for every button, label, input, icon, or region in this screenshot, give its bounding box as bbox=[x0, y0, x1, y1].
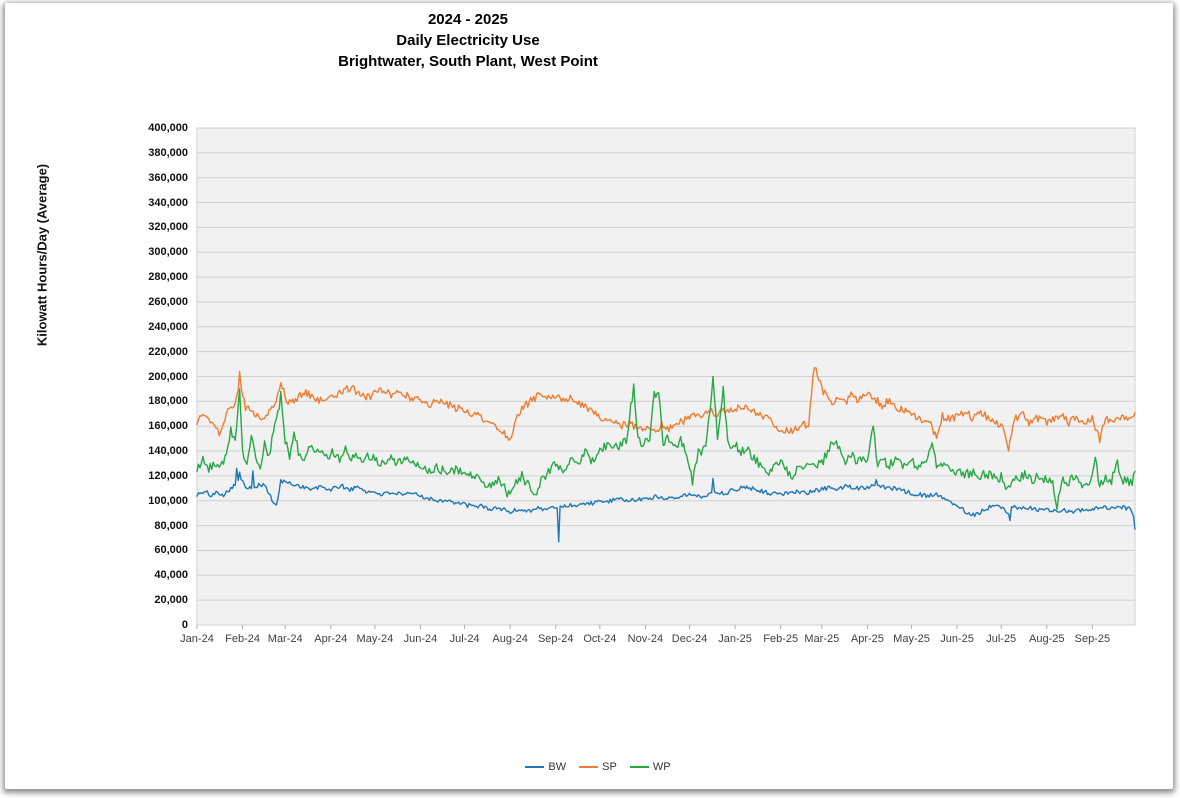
legend-item-bw: BW bbox=[525, 761, 566, 773]
y-tick-label: 340,000 bbox=[148, 196, 188, 209]
title-line-2: Daily Electricity Use bbox=[396, 32, 540, 49]
chart-title: 2024 - 2025 Daily Electricity Use Bright… bbox=[0, 9, 936, 72]
x-tick-label: Feb-25 bbox=[763, 633, 799, 645]
legend-swatch-wp bbox=[629, 766, 649, 768]
legend-swatch-bw bbox=[525, 766, 545, 768]
x-tick-label: Jan-24 bbox=[180, 633, 214, 645]
x-tick-label: Mar-25 bbox=[804, 633, 840, 645]
y-tick-label: 180,000 bbox=[148, 395, 188, 408]
legend-label: BW bbox=[548, 761, 567, 773]
y-tick-label: 300,000 bbox=[148, 246, 188, 259]
y-tick-label: 220,000 bbox=[148, 345, 188, 358]
x-tick-label: Jan-25 bbox=[718, 633, 752, 645]
x-tick-label: Mar-24 bbox=[267, 633, 303, 645]
y-tick-label: 80,000 bbox=[154, 519, 188, 532]
series-line-wp bbox=[196, 375, 1136, 511]
legend-label: SP bbox=[602, 761, 617, 773]
x-tick-label: Jul-25 bbox=[986, 633, 1017, 645]
y-tick-label: 60,000 bbox=[154, 544, 188, 557]
x-tick-label: Sep-25 bbox=[1074, 633, 1111, 645]
y-tick-label: 360,000 bbox=[148, 171, 188, 184]
legend: BW SP WP bbox=[0, 761, 1180, 773]
x-tick-label: May-24 bbox=[356, 633, 394, 645]
x-tick-label: Apr-24 bbox=[314, 633, 348, 645]
x-tick-label: Nov-24 bbox=[627, 633, 664, 645]
y-tick-label: 160,000 bbox=[148, 420, 188, 433]
y-tick-label: 240,000 bbox=[148, 320, 188, 333]
x-tick-label: Sep-24 bbox=[537, 633, 574, 645]
x-tick-label: Jun-25 bbox=[940, 633, 974, 645]
series-line-sp bbox=[196, 367, 1136, 452]
y-tick-label: 100,000 bbox=[148, 494, 188, 507]
x-tick-label: Aug-25 bbox=[1029, 633, 1065, 645]
legend-item-wp: WP bbox=[629, 761, 671, 773]
x-tick-label: Feb-24 bbox=[225, 633, 260, 645]
y-tick-label: 260,000 bbox=[148, 295, 188, 308]
x-tick-label: Apr-25 bbox=[850, 633, 884, 645]
y-tick-label: 320,000 bbox=[148, 221, 188, 234]
plot-border bbox=[196, 127, 1136, 626]
title-line-3: Brightwater, South Plant, West Point bbox=[338, 53, 598, 70]
y-tick-label: 280,000 bbox=[148, 271, 188, 284]
x-tick-label: Oct-24 bbox=[583, 633, 617, 645]
y-tick-label: 380,000 bbox=[148, 146, 188, 159]
x-tick-label: Aug-24 bbox=[492, 633, 528, 645]
y-tick-label: 40,000 bbox=[154, 569, 188, 582]
y-tick-label: 20,000 bbox=[154, 594, 188, 607]
x-tick-label: May-25 bbox=[893, 633, 930, 645]
legend-swatch-sp bbox=[579, 766, 599, 768]
title-line-1: 2024 - 2025 bbox=[427, 11, 509, 28]
x-tick-label: Jun-24 bbox=[403, 633, 438, 645]
y-tick-label: 140,000 bbox=[148, 445, 188, 458]
y-tick-label: 0 bbox=[181, 619, 188, 631]
legend-label: WP bbox=[652, 761, 671, 773]
legend-item-sp: SP bbox=[579, 761, 617, 773]
series-line-bw bbox=[196, 467, 1136, 543]
y-tick-label: 200,000 bbox=[148, 370, 188, 383]
x-tick-label: Dec-24 bbox=[671, 633, 708, 645]
y-tick-label: 120,000 bbox=[148, 469, 188, 482]
x-tick-label: Jul-24 bbox=[449, 633, 480, 645]
y-tick-label: 400,000 bbox=[148, 122, 188, 134]
